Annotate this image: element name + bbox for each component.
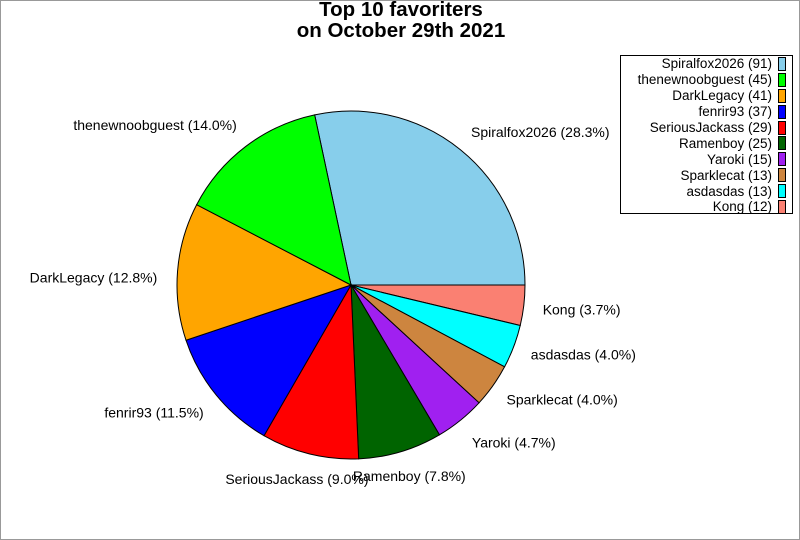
svg-text:thenewnoobguest (14.0%): thenewnoobguest (14.0%) [73, 117, 236, 133]
svg-text:fenrir93 (11.5%): fenrir93 (11.5%) [104, 404, 203, 420]
svg-text:asdasdas (4.0%): asdasdas (4.0%) [531, 346, 636, 362]
svg-text:Sparklecat (4.0%): Sparklecat (4.0%) [507, 391, 618, 407]
svg-text:DarkLegacy (12.8%): DarkLegacy (12.8%) [30, 269, 158, 285]
svg-text:Spiralfox2026 (28.3%): Spiralfox2026 (28.3%) [471, 124, 610, 140]
svg-text:Kong (3.7%): Kong (3.7%) [543, 301, 621, 317]
svg-text:Yaroki (4.7%): Yaroki (4.7%) [472, 434, 556, 450]
svg-text:SeriousJackass (9.0%): SeriousJackass (9.0%) [225, 471, 368, 487]
svg-text:Ramenboy (7.8%): Ramenboy (7.8%) [353, 468, 466, 484]
